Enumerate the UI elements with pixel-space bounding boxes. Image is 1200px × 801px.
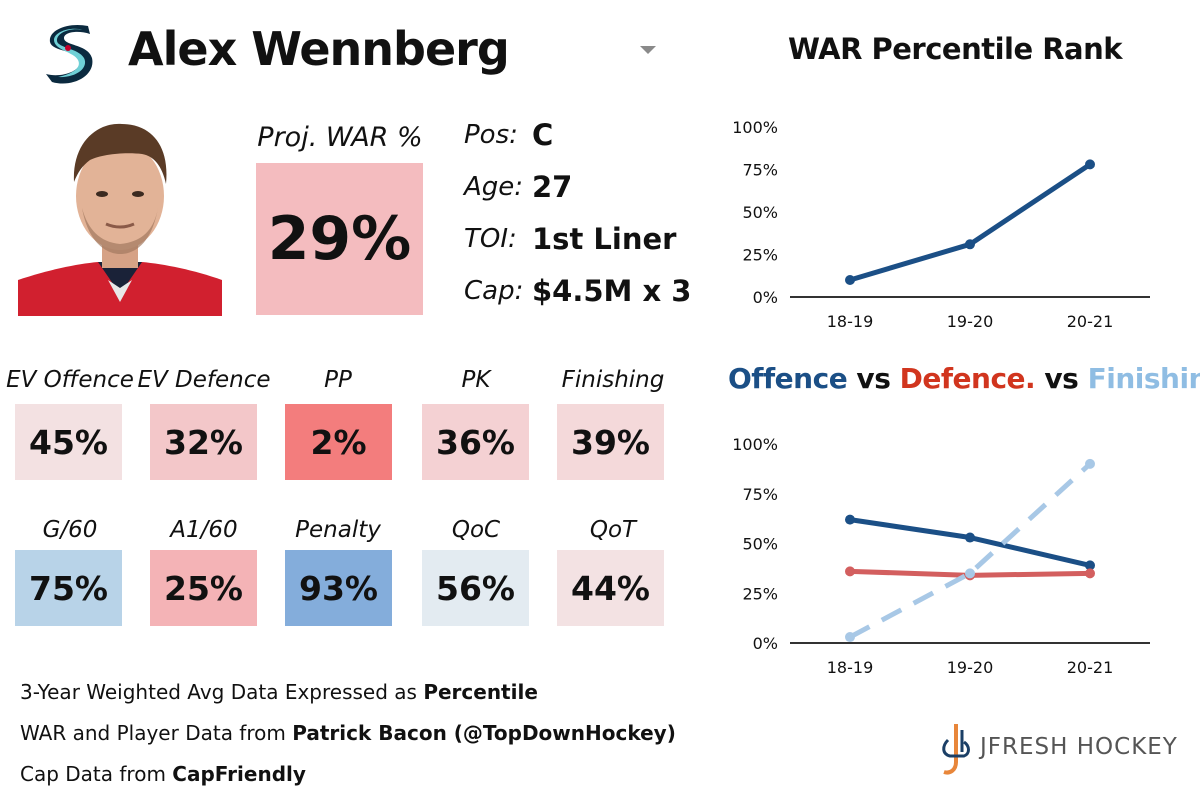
y-tick-label: 50% <box>742 535 778 554</box>
stat-label-finishing: Finishing <box>561 367 665 393</box>
info-age-value: 27 <box>532 170 573 204</box>
series-line <box>849 162 1092 283</box>
stat-label-qot: QoT <box>589 517 637 543</box>
player-photo <box>18 112 222 316</box>
data-point <box>845 566 855 577</box>
stat-value-a160: 25% <box>150 550 257 626</box>
y-tick-label: 75% <box>742 485 778 504</box>
footer-bold-2: Patrick Bacon (@TopDownHockey) <box>292 721 676 745</box>
title-vs-1: vs <box>847 362 900 395</box>
footer-text-1: 3-Year Weighted Avg Data Expressed as <box>20 680 424 704</box>
y-tick-label: 25% <box>742 584 778 603</box>
stat-value-finishing: 39% <box>557 404 664 480</box>
footer-text-3: Cap Data from <box>20 762 173 786</box>
info-cap-value: $4.5M x 3 <box>532 274 692 308</box>
war-chart-title: WAR Percentile Rank <box>787 32 1123 66</box>
y-tick-label: 50% <box>742 203 778 222</box>
data-point <box>845 514 855 525</box>
y-tick-label: 75% <box>742 161 778 180</box>
kraken-logo-icon <box>38 20 102 86</box>
player-dropdown-icon[interactable] <box>640 46 656 54</box>
stat-label-qoc: QoC <box>451 517 501 543</box>
stat-label-a160: A1/60 <box>170 517 238 543</box>
brand-text: JFRESH HOCKEY <box>980 734 1178 760</box>
y-tick-label: 25% <box>742 246 778 265</box>
x-tick-label: 20-21 <box>1067 658 1114 677</box>
x-tick-label: 18-19 <box>827 658 874 677</box>
comparison-chart-title: Offence vs Defence. vs Finishing <box>728 362 1200 395</box>
data-point <box>1085 568 1095 579</box>
x-tick-label: 18-19 <box>827 312 874 331</box>
info-age-label: Age: <box>464 172 524 202</box>
stat-value-penalty: 93% <box>285 550 392 626</box>
y-tick-label: 0% <box>753 634 778 653</box>
data-point <box>1085 159 1095 170</box>
y-tick-label: 0% <box>753 288 778 307</box>
stat-label-penalty: Penalty <box>295 517 381 543</box>
stat-value-pp: 2% <box>285 404 392 480</box>
series-line <box>848 462 1092 640</box>
data-point <box>965 568 975 579</box>
title-offence: Offence <box>728 362 848 395</box>
footer-text-2: WAR and Player Data from <box>20 721 293 745</box>
proj-war-label: Proj. WAR % <box>257 122 423 153</box>
title-defence: Defence. <box>899 362 1036 395</box>
info-pos-value: C <box>532 118 554 152</box>
footer-line-3: Cap Data from CapFriendly <box>20 762 306 786</box>
stat-label-pp: PP <box>324 367 352 393</box>
stat-label-pk: PK <box>461 367 491 393</box>
info-toi-label: TOI: <box>464 224 517 254</box>
info-cap-label: Cap: <box>464 276 524 306</box>
data-point <box>1085 458 1095 469</box>
data-point <box>845 632 855 643</box>
data-point <box>965 532 975 543</box>
stat-value-ev-defence: 32% <box>150 404 257 480</box>
data-point <box>1085 560 1095 571</box>
war-percentile-chart: 0% 25% 50% 75% 100% 18-19 19-20 20-21 <box>732 118 1150 331</box>
stat-value-ev-offence: 45% <box>15 404 122 480</box>
data-point <box>965 239 975 250</box>
x-tick-label: 19-20 <box>947 312 994 331</box>
stat-label-ev-defence: EV Defence <box>137 367 271 393</box>
y-tick-label: 100% <box>732 118 778 137</box>
y-tick-label: 100% <box>732 435 778 454</box>
info-pos-label: Pos: <box>464 120 518 150</box>
x-tick-label: 19-20 <box>947 658 994 677</box>
stat-value-pk: 36% <box>422 404 529 480</box>
stat-value-qoc: 56% <box>422 550 529 626</box>
title-finishing: Finishing <box>1087 362 1200 395</box>
info-toi-value: 1st Liner <box>532 222 677 256</box>
stat-label-ev-offence: EV Offence <box>6 367 134 393</box>
offence-defence-finishing-chart: 0% 25% 50% 75% 100% 18-19 19-20 20-21 <box>732 435 1150 677</box>
jfresh-logo-icon <box>938 722 974 782</box>
footer-bold-1: Percentile <box>423 680 538 704</box>
title-vs-2: vs <box>1035 362 1088 395</box>
footer-line-2: WAR and Player Data from Patrick Bacon (… <box>20 721 676 745</box>
stat-value-g60: 75% <box>15 550 122 626</box>
stat-value-qot: 44% <box>557 550 664 626</box>
proj-war-value: 29% <box>256 163 423 315</box>
data-point <box>845 275 855 285</box>
footer-bold-3: CapFriendly <box>172 762 306 786</box>
player-name: Alex Wennberg <box>128 22 510 76</box>
stat-label-g60: G/60 <box>42 517 98 543</box>
footer-line-1: 3-Year Weighted Avg Data Expressed as Pe… <box>20 680 538 704</box>
x-tick-label: 20-21 <box>1067 312 1114 331</box>
